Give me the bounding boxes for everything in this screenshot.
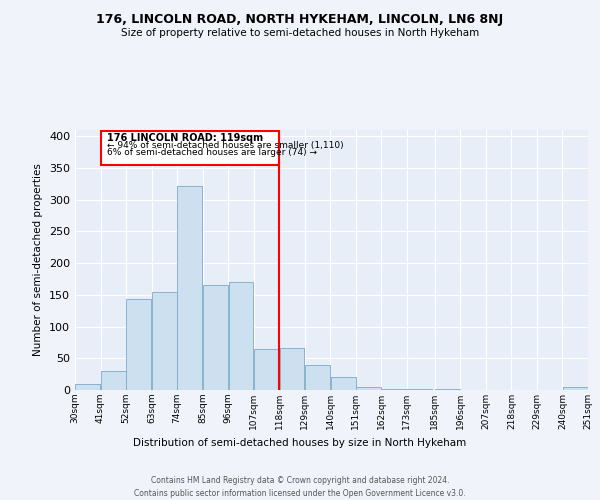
Bar (101, 371, 126, 390)
Text: 6% of semi-detached houses are larger (74) →: 6% of semi-detached houses are larger (7… (107, 148, 317, 158)
Text: Size of property relative to semi-detached houses in North Hykeham: Size of property relative to semi-detach… (121, 28, 479, 38)
Bar (280, 348, 304, 390)
Bar (563, 388, 587, 390)
Bar (76, 384, 100, 390)
Text: Contains public sector information licensed under the Open Government Licence v3: Contains public sector information licen… (134, 489, 466, 498)
Text: 176, LINCOLN ROAD, NORTH HYKEHAM, LINCOLN, LN6 8NJ: 176, LINCOLN ROAD, NORTH HYKEHAM, LINCOL… (97, 12, 503, 26)
Text: 176 LINCOLN ROAD: 119sqm: 176 LINCOLN ROAD: 119sqm (107, 132, 263, 142)
Text: Contains HM Land Registry data © Crown copyright and database right 2024.: Contains HM Land Registry data © Crown c… (151, 476, 449, 485)
Text: Distribution of semi-detached houses by size in North Hykeham: Distribution of semi-detached houses by … (133, 438, 467, 448)
Text: ← 94% of semi-detached houses are smaller (1,110): ← 94% of semi-detached houses are smalle… (107, 140, 344, 149)
Bar (152, 292, 177, 390)
Bar (178, 186, 202, 390)
Bar (382, 388, 407, 390)
Bar (203, 286, 228, 390)
Y-axis label: Number of semi-detached properties: Number of semi-detached properties (34, 164, 43, 356)
Bar (254, 349, 279, 390)
Bar (331, 378, 356, 390)
Bar (305, 364, 330, 390)
FancyBboxPatch shape (101, 132, 279, 165)
Bar (127, 300, 151, 390)
Bar (229, 282, 253, 390)
Bar (356, 387, 381, 390)
